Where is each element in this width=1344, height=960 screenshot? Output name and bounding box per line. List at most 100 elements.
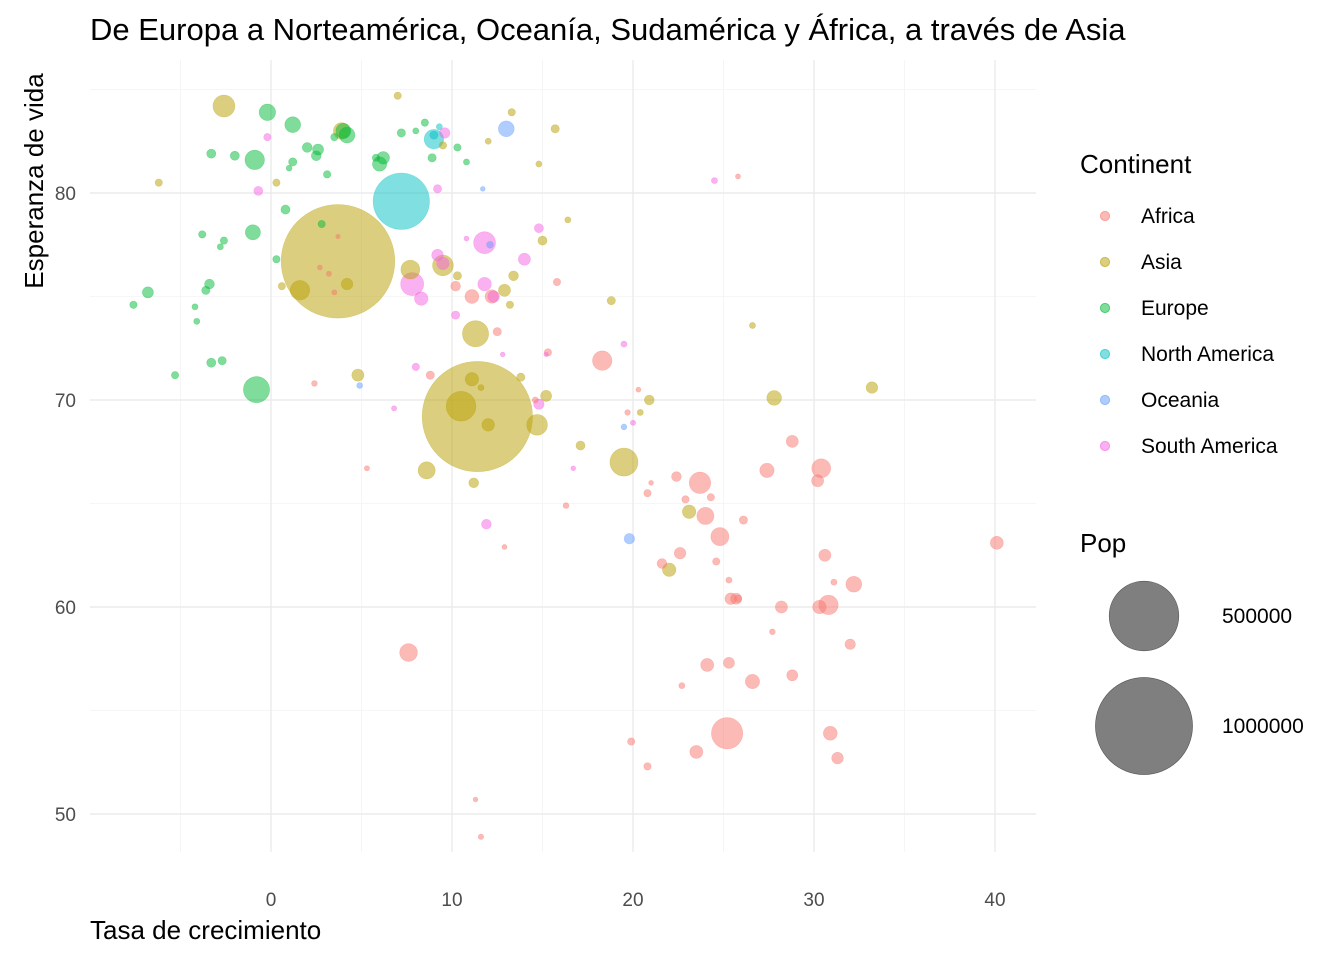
data-point-africa xyxy=(501,544,508,550)
data-point-africa xyxy=(700,658,715,672)
data-point-africa xyxy=(811,458,832,479)
data-point-asia xyxy=(400,259,421,280)
data-point-africa xyxy=(317,264,323,271)
data-point-asia xyxy=(535,160,543,168)
data-point-africa xyxy=(477,833,485,840)
data-point-asia xyxy=(516,372,526,382)
legend-label-north-america: North America xyxy=(1141,343,1274,366)
data-point-africa xyxy=(786,669,799,682)
data-point-asia xyxy=(445,391,477,422)
data-point-africa xyxy=(635,386,642,393)
data-point-asia xyxy=(481,418,495,432)
data-point-asia xyxy=(417,461,436,480)
y-tick-label: 60 xyxy=(55,598,76,619)
data-point-europe xyxy=(323,170,332,179)
legend-key-africa xyxy=(1099,210,1111,222)
y-tick-label: 80 xyxy=(55,184,76,205)
data-point-africa xyxy=(643,489,652,498)
data-point-asia xyxy=(272,178,281,187)
data-point-europe xyxy=(201,285,211,295)
data-point-europe xyxy=(453,143,462,152)
data-point-south-america xyxy=(487,290,500,303)
data-point-africa xyxy=(759,462,775,478)
data-point-asia xyxy=(682,504,697,519)
data-point-asia xyxy=(212,94,236,118)
data-point-africa xyxy=(562,502,570,509)
data-point-africa xyxy=(331,289,338,296)
data-point-africa xyxy=(831,752,844,765)
data-point-europe xyxy=(244,149,265,170)
data-point-europe xyxy=(217,356,227,366)
data-point-asia xyxy=(154,178,163,187)
y-tick-label: 70 xyxy=(55,391,76,412)
data-point-asia xyxy=(351,368,365,382)
data-point-europe xyxy=(171,371,180,380)
data-point-europe xyxy=(219,236,228,245)
x-tick-label: 20 xyxy=(622,890,643,911)
data-point-asia xyxy=(464,372,479,387)
data-point-asia xyxy=(766,390,782,406)
data-point-africa xyxy=(845,576,863,593)
data-point-africa xyxy=(673,547,687,560)
data-point-asia xyxy=(393,91,402,100)
data-point-africa xyxy=(830,578,838,586)
data-point-europe xyxy=(335,123,352,139)
data-point-asia xyxy=(477,384,485,391)
data-point-europe xyxy=(301,142,313,153)
data-point-asia xyxy=(644,394,655,406)
data-point-europe xyxy=(330,133,339,142)
data-point-south-america xyxy=(481,518,492,530)
data-point-africa xyxy=(688,471,712,494)
data-point-africa xyxy=(706,493,715,502)
data-point-europe xyxy=(272,255,281,264)
data-point-africa xyxy=(738,515,748,525)
data-point-south-america xyxy=(499,351,506,358)
data-point-asia xyxy=(564,216,572,224)
size-legend-label: 1000000 xyxy=(1222,715,1304,738)
size-legend: Pop 500000 1000000 xyxy=(1080,528,1304,775)
legend-label-africa: Africa xyxy=(1141,205,1195,228)
data-point-africa xyxy=(811,474,824,488)
x-tick-label: 10 xyxy=(441,890,462,911)
data-point-asia xyxy=(289,280,311,301)
data-point-europe xyxy=(311,150,322,161)
data-point-africa xyxy=(678,682,686,690)
data-point-africa xyxy=(735,173,741,180)
data-point-africa xyxy=(492,327,502,337)
data-point-europe xyxy=(317,220,326,229)
data-point-africa xyxy=(712,557,721,566)
data-point-asia xyxy=(452,271,462,281)
legend-label-europe: Europe xyxy=(1141,297,1209,320)
data-point-africa xyxy=(723,657,735,669)
data-point-europe xyxy=(280,204,291,215)
y-tick-label: 50 xyxy=(55,805,76,826)
data-point-south-america xyxy=(263,133,272,142)
data-point-asia xyxy=(540,390,552,402)
data-point-asia xyxy=(749,322,756,329)
data-point-asia xyxy=(865,381,879,394)
data-point-asia xyxy=(340,277,354,291)
legend-key-south-america xyxy=(1099,440,1111,452)
x-axis-title: Tasa de crecimiento xyxy=(90,915,321,945)
data-point-asia xyxy=(277,282,286,291)
data-point-south-america xyxy=(414,291,429,306)
data-point-south-america xyxy=(543,351,549,358)
data-point-europe xyxy=(396,128,406,138)
legend-label-asia: Asia xyxy=(1141,251,1182,274)
data-point-south-america xyxy=(518,252,531,266)
data-point-south-america xyxy=(253,186,264,196)
data-point-europe xyxy=(245,224,261,241)
data-point-africa xyxy=(744,674,760,689)
size-legend-key xyxy=(1095,677,1193,775)
data-point-asia xyxy=(526,414,548,436)
grid xyxy=(90,60,1036,852)
data-point-south-america xyxy=(439,127,451,139)
data-point-africa xyxy=(689,745,704,759)
data-point-africa xyxy=(710,527,730,546)
data-point-europe xyxy=(191,303,199,311)
legend-key-oceania xyxy=(1099,394,1111,406)
data-point-north-america xyxy=(429,130,439,140)
data-point-north-america xyxy=(372,172,430,230)
data-point-asia xyxy=(550,124,560,134)
